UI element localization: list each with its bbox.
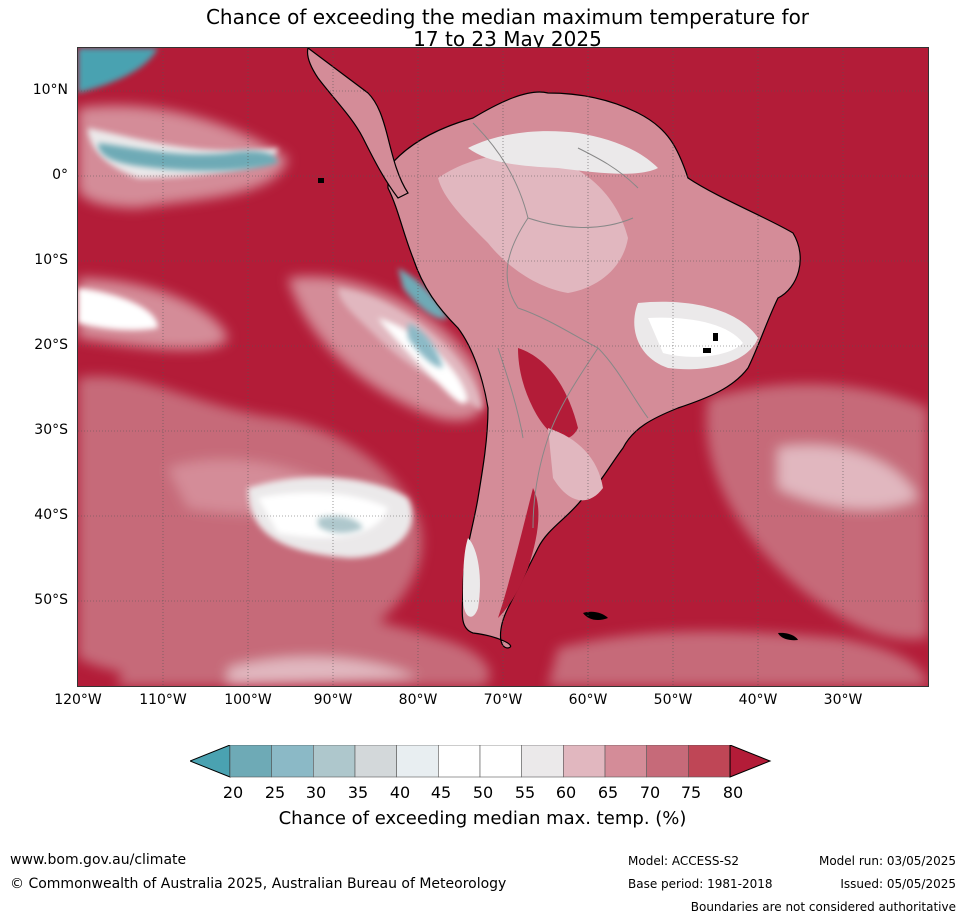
lon-label-90w: 90°W xyxy=(313,692,353,708)
colorbar-segment xyxy=(479,745,522,778)
colorbar-segment xyxy=(688,745,731,778)
website-link[interactable]: www.bom.gov.au/climate xyxy=(10,852,187,868)
colorbar-tick-80: 80 xyxy=(722,783,744,802)
lat-label-30s: 30°S xyxy=(34,422,68,438)
lat-label-10n: 10°N xyxy=(32,82,68,98)
colorbar-tick-75: 75 xyxy=(680,783,702,802)
lon-label-50w: 50°W xyxy=(653,692,693,708)
colorbar-label: Chance of exceeding median max. temp. (%… xyxy=(278,808,687,829)
colorbar-tick-20: 20 xyxy=(222,783,244,802)
colorbar-segment xyxy=(646,745,689,778)
base-period-text: Base period: 1981-2018 xyxy=(628,877,773,891)
lat-label-20s: 20°S xyxy=(34,337,68,353)
colorbar xyxy=(190,745,772,778)
lat-label-50s: 50°S xyxy=(34,592,68,608)
disclaimer-text: Boundaries are not considered authoritat… xyxy=(690,900,956,914)
colorbar-arrow-high xyxy=(729,745,772,778)
colorbar-segment xyxy=(438,745,481,778)
model-run-text: Model run: 03/05/2025 xyxy=(818,854,956,868)
map-graticule xyxy=(78,48,928,686)
lat-label-40s: 40°S xyxy=(34,507,68,523)
map-title-line2: 17 to 23 May 2025 xyxy=(413,27,602,51)
colorbar-arrow-low xyxy=(190,745,231,778)
colorbar-segment xyxy=(396,745,439,778)
lon-label-40w: 40°W xyxy=(738,692,778,708)
lon-label-120w: 120°W xyxy=(54,692,102,708)
lat-label-0: 0° xyxy=(52,167,68,183)
colorbar-segment xyxy=(229,745,272,778)
colorbar-tick-45: 45 xyxy=(430,783,452,802)
lat-label-10s: 10°S xyxy=(34,252,68,268)
colorbar-tick-65: 65 xyxy=(597,783,619,802)
islands xyxy=(318,178,798,641)
colorbar-tick-30: 30 xyxy=(305,783,327,802)
colorbar-tick-35: 35 xyxy=(347,783,369,802)
colorbar-segment xyxy=(604,745,647,778)
colorbar-tick-70: 70 xyxy=(639,783,661,802)
issued-text: Issued: 05/05/2025 xyxy=(840,877,956,891)
lon-label-60w: 60°W xyxy=(568,692,608,708)
lon-label-30w: 30°W xyxy=(823,692,863,708)
colorbar-segment xyxy=(563,745,606,778)
country-borders xyxy=(472,122,649,529)
colorbar-tick-55: 55 xyxy=(514,783,536,802)
lon-label-70w: 70°W xyxy=(483,692,523,708)
colorbar-tick-60: 60 xyxy=(555,783,577,802)
colorbar-segment xyxy=(271,745,314,778)
lon-label-100w: 100°W xyxy=(224,692,272,708)
south-america-landmass xyxy=(387,91,801,649)
forecast-map xyxy=(77,47,929,687)
map-canvas xyxy=(78,48,928,686)
map-title-line1: Chance of exceeding the median maximum t… xyxy=(205,5,810,29)
colorbar-tick-25: 25 xyxy=(264,783,286,802)
colorbar-segment xyxy=(521,745,564,778)
colorbar-tick-50: 50 xyxy=(472,783,494,802)
lon-label-80w: 80°W xyxy=(398,692,438,708)
colorbar-tick-40: 40 xyxy=(389,783,411,802)
central-america-landmass xyxy=(306,48,409,199)
copyright-text: © Commonwealth of Australia 2025, Austra… xyxy=(10,876,507,892)
colorbar-segment xyxy=(313,745,356,778)
model-text: Model: ACCESS-S2 xyxy=(628,854,740,868)
colorbar-segment xyxy=(354,745,397,778)
lon-label-110w: 110°W xyxy=(139,692,187,708)
